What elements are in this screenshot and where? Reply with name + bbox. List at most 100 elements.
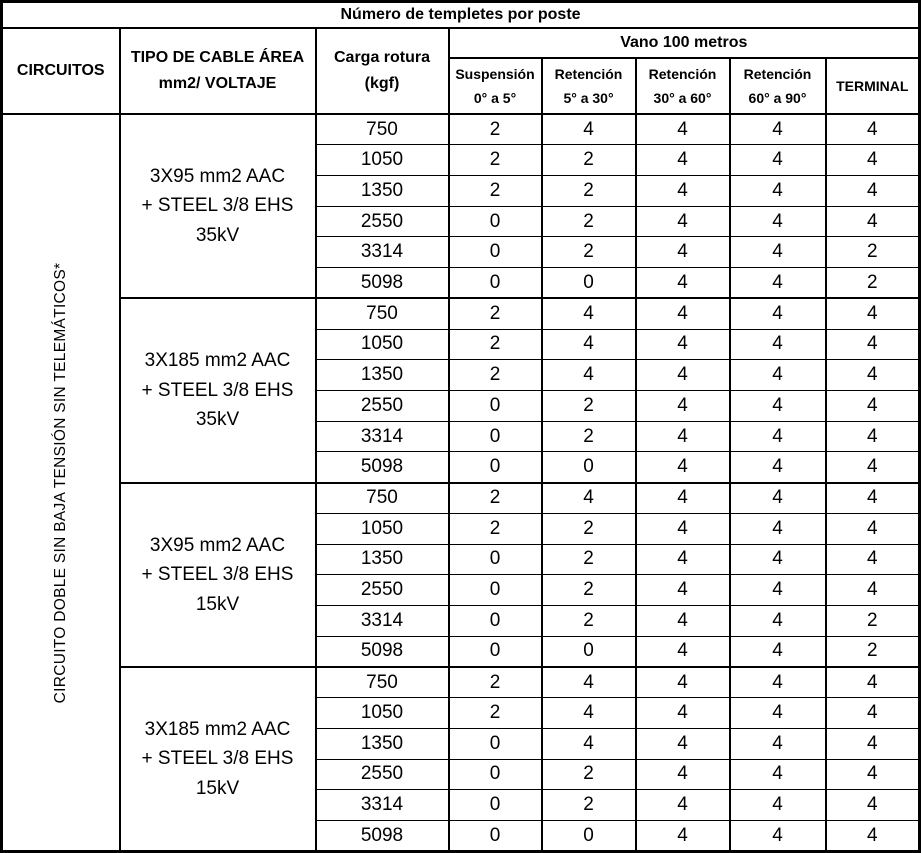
templete-count-cell: 2 (447, 174, 543, 207)
templete-count-cell: 0 (447, 635, 543, 668)
templete-count-cell: 4 (540, 697, 637, 729)
templete-count-cell: 2 (540, 420, 637, 453)
templete-count-cell: 2 (824, 267, 921, 299)
column-header-retencion-30-60: Retención 30° a 60° (634, 57, 731, 115)
templete-count-cell: 0 (447, 389, 543, 422)
carga-rotura-value: 5098 (314, 820, 450, 852)
templete-count-cell: 4 (824, 451, 921, 484)
templete-count-cell: 4 (634, 174, 731, 207)
templete-count-cell: 4 (824, 789, 921, 822)
templete-count-cell: 4 (540, 359, 637, 391)
header-vano-100-metros: Vano 100 metros (447, 27, 921, 59)
templete-count-cell: 2 (447, 297, 543, 330)
table-row: 1050 2 4 4 4 4 (2, 328, 921, 361)
templete-count-cell: 4 (634, 727, 731, 760)
table-row: 5098 0 0 4 4 2 (2, 267, 921, 299)
carga-rotura-value: 2550 (314, 758, 450, 791)
cable-group-label: 3X185 mm2 AAC + STEEL 3/8 EHS 15kV (118, 665, 317, 852)
templete-count-cell: 0 (447, 267, 543, 299)
templete-count-cell: 4 (540, 113, 637, 146)
carga-rotura-value: 1350 (314, 174, 450, 207)
templete-count-cell: 0 (447, 820, 543, 852)
templete-count-cell: 4 (728, 144, 827, 176)
subheader-row: Suspensión 0° a 5° Retención 5° a 30° Rete… (2, 57, 921, 115)
carga-rotura-value: 2550 (314, 389, 450, 422)
templete-count-cell: 4 (540, 727, 637, 760)
carga-rotura-value: 1350 (314, 359, 450, 391)
templete-count-cell: 4 (634, 267, 731, 299)
templete-count-cell: 2 (540, 144, 637, 176)
carga-rotura-value: 3314 (314, 605, 450, 637)
carga-rotura-value: 2550 (314, 574, 450, 606)
table-row: 3X95 mm2 AAC + STEEL 3/8 EHS 15kV 750 2 4 4 4… (2, 481, 921, 668)
carga-rotura-value: 750 (314, 481, 450, 514)
templete-count-cell: 4 (634, 820, 731, 852)
templete-count-cell: 4 (540, 297, 637, 330)
templete-count-cell: 2 (824, 236, 921, 269)
templete-count-cell: 4 (728, 789, 827, 822)
column-header-terminal: TERMINAL (824, 57, 921, 115)
templete-count-cell: 4 (634, 113, 731, 146)
templete-count-cell: 0 (540, 451, 637, 484)
templete-count-cell: 4 (634, 144, 731, 176)
table-row: 1350 2 2 4 4 4 (2, 174, 921, 207)
templete-count-cell: 2 (540, 174, 637, 207)
templete-count-cell: 4 (634, 512, 731, 545)
templete-count-cell: 0 (447, 451, 543, 484)
templete-count-cell: 4 (824, 727, 921, 760)
carga-rotura-value: 1050 (314, 697, 450, 729)
table-body: CIRCUITO DOBLE SIN BAJA TENSIÓN SIN TELE… (0, 112, 921, 852)
carga-rotura-value: 1050 (314, 144, 450, 176)
templete-count-cell: 4 (634, 697, 731, 729)
templete-count-cell: 4 (824, 420, 921, 453)
carga-rotura-value: 750 (314, 297, 450, 330)
templete-count-cell: 4 (824, 820, 921, 852)
templete-count-cell: 4 (824, 574, 921, 606)
templete-count-cell: 2 (540, 512, 637, 545)
carga-rotura-value: 1350 (314, 727, 450, 760)
templete-count-cell: 0 (540, 635, 637, 668)
templete-count-cell: 2 (447, 481, 543, 514)
templete-count-cell: 4 (634, 481, 731, 514)
templete-count-cell: 4 (728, 174, 827, 207)
templete-count-cell: 4 (824, 543, 921, 576)
table-row: 2550 0 2 4 4 4 (2, 389, 921, 422)
table-row: 3X185 mm2 AAC + STEEL 3/8 EHS 35kV 750 2 4 4… (2, 297, 921, 484)
table-row: CIRCUITO DOBLE SIN BAJA TENSIÓN SIN TELE… (0, 112, 921, 852)
templete-count-cell: 4 (728, 205, 827, 238)
templete-count-cell: 0 (447, 420, 543, 453)
header-carga-rotura: Carga rotura (kgf) (314, 27, 450, 115)
circuit-type-cell: CIRCUITO DOBLE SIN BAJA TENSIÓN SIN TELE… (0, 113, 121, 852)
templete-count-cell: 2 (540, 543, 637, 576)
table-row: 2550 0 2 4 4 4 (2, 205, 921, 238)
templete-count-cell: 2 (447, 665, 543, 699)
templete-count-cell: 4 (634, 389, 731, 422)
templete-count-cell: 2 (447, 512, 543, 545)
table-row: 3314 0 2 4 4 4 (2, 789, 921, 822)
templete-count-cell: 4 (824, 359, 921, 391)
templete-count-cell: 4 (728, 574, 827, 606)
table-title: Número de templetes por poste (0, 0, 921, 29)
templete-count-cell: 4 (540, 665, 637, 699)
table-row: 1350 2 4 4 4 4 (2, 359, 921, 391)
table-row: 2550 0 2 4 4 4 (2, 574, 921, 606)
carga-rotura-value: 1050 (314, 328, 450, 361)
table-row: 3314 0 2 4 4 2 (2, 236, 921, 269)
templete-count-cell: 2 (540, 789, 637, 822)
templete-count-cell: 0 (447, 543, 543, 576)
table-row: 5098 0 0 4 4 2 (2, 635, 921, 668)
templete-count-cell: 4 (634, 574, 731, 606)
templete-count-cell: 2 (447, 359, 543, 391)
templete-count-cell: 4 (824, 697, 921, 729)
templete-count-cell: 4 (634, 451, 731, 484)
templete-count-cell: 2 (447, 113, 543, 146)
templete-count-cell: 4 (728, 697, 827, 729)
templete-count-cell: 4 (728, 267, 827, 299)
templete-count-cell: 4 (824, 512, 921, 545)
templete-count-cell: 4 (728, 481, 827, 514)
templete-count-cell: 4 (728, 758, 827, 791)
carga-rotura-value: 5098 (314, 267, 450, 299)
templete-count-cell: 4 (634, 789, 731, 822)
carga-rotura-value: 750 (314, 665, 450, 699)
